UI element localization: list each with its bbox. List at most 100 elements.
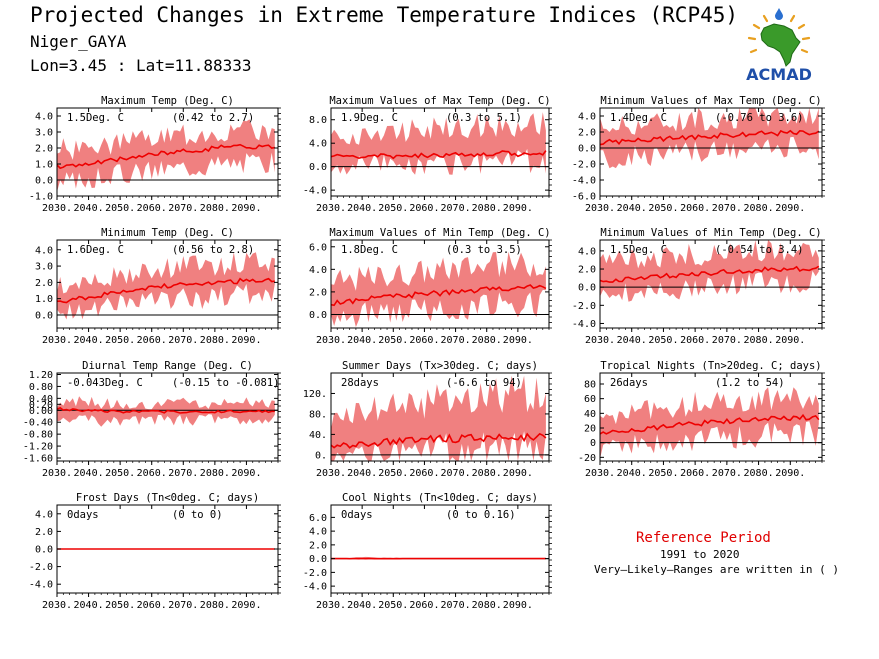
x-tick-label: 2070. [168,600,198,611]
likely-range-band [331,251,546,328]
y-tick-label: 0. [315,450,327,461]
y-tick-label: -6.0 [572,192,596,203]
x-tick-label: 2060. [409,468,439,479]
y-tick-label: 4.0 [309,527,327,538]
x-tick-label: 2090. [231,203,261,214]
water-drop-icon [775,8,783,20]
y-tick-label: 80 [584,380,596,391]
y-tick-label: -2.0 [572,301,596,312]
x-tick-label: 2080. [200,335,230,346]
acmad-logo: ACMAD [746,8,812,84]
x-tick-label: 2080. [744,203,774,214]
chart-title: Minimum Temp (Deg. C) [101,227,234,239]
x-tick-label: 2050. [105,600,135,611]
y-tick-label: 0.0 [35,310,53,321]
likely-range-band [331,112,546,175]
chart-title: Tropical Nights (Tn>20deg. C; days) [600,360,821,372]
chart-title: Minimum Values of Max Temp (Deg. C) [600,95,821,107]
x-tick-label: 2060. [409,203,439,214]
x-tick-label: 2050. [105,335,135,346]
chart-summary-value: 28days [341,377,379,389]
x-tick-label: 2070. [712,468,742,479]
x-tick-label: 2060. [137,335,167,346]
chart-summary-value: 1.5Deg. C [67,112,124,124]
y-tick-label: -20 [578,453,596,464]
y-tick-label: 4.0 [578,246,596,257]
y-tick-label: 2.0 [578,265,596,276]
x-tick-label: 2040. [617,468,647,479]
y-tick-label: -4.0 [303,186,327,197]
y-tick-label: -0.40 [23,418,53,429]
acmad-logo-text: ACMAD [746,65,812,84]
y-tick-label: 0.0 [309,554,327,565]
chart-summary-value: 1.5Deg. C [610,244,667,256]
x-tick-label: 2030. [42,203,72,214]
chart-summary-value: 0days [341,509,373,521]
x-tick-label: 2050. [648,203,678,214]
y-tick-label: -2.0 [29,562,53,573]
x-tick-label: 2090. [231,600,261,611]
median-series-line [330,150,547,160]
chart-title: Frost Days (Tn<0deg. C; days) [76,492,259,504]
station-name: Niger_GAYA [30,32,127,51]
likely-range-band [57,119,275,192]
x-tick-label: 2090. [775,203,805,214]
x-tick-label: 2030. [316,600,346,611]
chart-likely-range: (-0.76 to 3.6) [715,112,804,124]
x-tick-label: 2060. [680,203,710,214]
median-series-line [330,284,547,307]
y-tick-label: 4.0 [309,139,327,150]
chart-panel-4: 0.0 1.0 2.0 3.0 4.0 2030. 2040. 2050. 2060. 2070.… [35,227,281,346]
chart-summary-value: 0days [67,509,99,521]
y-tick-label: 80. [309,409,327,420]
y-tick-label: 2.0 [578,128,596,139]
x-tick-label: 2030. [316,468,346,479]
chart-summary-value: 1.4Deg. C [610,112,667,124]
x-tick-label: 2040. [74,335,104,346]
x-tick-label: 2060. [680,335,710,346]
y-tick-label: 6.0 [309,513,327,524]
reference-period-note: Very—Likely—Ranges are written in ( ) [594,563,840,576]
x-tick-label: 2060. [680,468,710,479]
x-tick-label: 2090. [775,468,805,479]
y-tick-label: 4.0 [35,245,53,256]
chart-likely-range: (0 to 0) [172,509,223,521]
y-tick-label: 0.0 [309,310,327,321]
y-tick-label: -1.20 [23,442,53,453]
y-tick-label: 60 [584,394,596,405]
median-series-line [599,265,820,283]
x-tick-label: 2050. [378,468,408,479]
y-tick-label: 6.0 [309,242,327,253]
chart-likely-range: (1.2 to 54) [715,377,785,389]
station-coordinates: Lon=3.45 : Lat=11.88333 [30,56,252,75]
x-tick-label: 2080. [200,203,230,214]
chart-likely-range: (0 to 0.16) [446,509,516,521]
x-tick-label: 2040. [347,335,377,346]
x-tick-label: 2090. [503,203,533,214]
chart-likely-range: (0.3 to 5.1) [446,112,522,124]
y-tick-label: -0.80 [23,430,53,441]
y-tick-label: -4.0 [29,580,53,591]
y-tick-label: 1.20 [29,370,53,381]
x-tick-label: 2040. [347,600,377,611]
chart-likely-range: (0.3 to 3.5) [446,244,522,256]
y-tick-label: 0.0 [578,283,596,294]
x-tick-label: 2040. [74,203,104,214]
x-tick-label: 2050. [378,600,408,611]
chart-panel-9: -20 0 20 40 60 80 2030. 2040. 2050. 2060. 2070. 208… [578,360,825,479]
x-tick-label: 2070. [441,203,471,214]
x-tick-label: 2050. [648,335,678,346]
x-tick-label: 2080. [200,468,230,479]
median-series-line [56,277,275,304]
likely-range-band [600,240,819,302]
x-tick-label: 2080. [744,335,774,346]
y-tick-label: 1.0 [35,294,53,305]
y-tick-label: 2.0 [35,278,53,289]
chart-title: Maximum Temp (Deg. C) [101,95,234,107]
chart-panel-10: -4.0 -2.0 0.0 2.0 4.0 2030. 2040. 2050. 2060. 207… [29,492,281,611]
x-tick-label: 2070. [441,335,471,346]
median-series-line [599,413,820,435]
